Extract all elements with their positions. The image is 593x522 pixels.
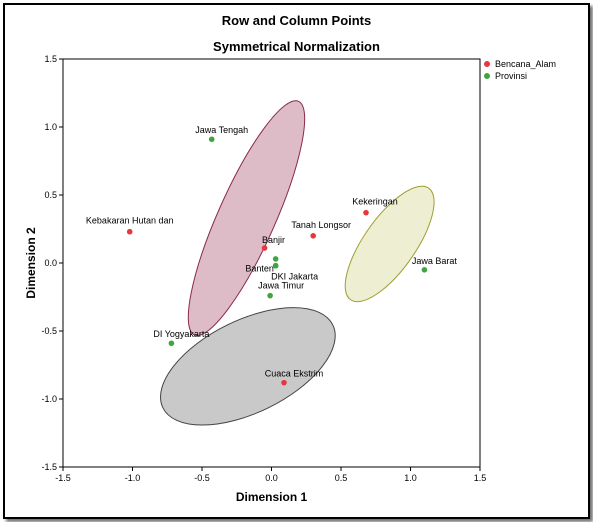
x-tick-label: -1.5	[55, 473, 71, 483]
point-label: Banjir	[262, 235, 285, 245]
point-provinsi	[272, 262, 279, 269]
chart-title: Row and Column Points	[221, 13, 372, 28]
point-label: Banten	[245, 264, 274, 274]
legend: Bencana_Alam Provinsi	[484, 58, 556, 82]
y-tick-label: 0.5	[44, 190, 57, 200]
y-tick-label: 1.0	[44, 122, 57, 132]
point-label: Jawa Tengah	[195, 125, 248, 135]
legend-item-bencana-alam: Bencana_Alam	[484, 58, 556, 70]
point-label: Tanah Longsor	[291, 220, 351, 230]
point-provinsi	[168, 340, 175, 347]
point-label: Jawa Timur	[258, 281, 304, 291]
point-provinsi	[208, 136, 215, 143]
point-bencana-alam	[363, 209, 369, 216]
x-axis-title: Dimension 1	[235, 490, 308, 504]
y-tick-label: 0.0	[44, 258, 57, 268]
x-tick-label: 1.0	[404, 473, 417, 483]
group-ellipse-3	[160, 307, 336, 426]
point-bencana-alam	[126, 228, 133, 235]
chart-subtitle: Symmetrical Normalization	[213, 39, 380, 54]
legend-label: Bencana_Alam	[495, 59, 557, 69]
point-provinsi	[272, 256, 279, 262]
y-tick-label: -1.5	[41, 462, 57, 472]
x-tick-label: 0.0	[265, 473, 278, 483]
point-bencana-alam	[310, 233, 317, 239]
point-label: DKI Jakarta	[271, 272, 318, 282]
point-provinsi	[421, 267, 428, 273]
y-tick-label: 1.5	[44, 54, 57, 64]
x-tick-label: -1.0	[125, 473, 141, 483]
y-axis-title: Dimension 2	[24, 227, 38, 299]
point-label: Kekeringan	[352, 197, 398, 207]
point-label: DI Yogyakarta	[153, 329, 209, 339]
legend-item-provinsi: Provinsi	[484, 70, 556, 82]
legend-marker	[484, 73, 490, 79]
point-provinsi	[267, 292, 273, 299]
y-tick-label: -0.5	[41, 326, 57, 336]
legend-marker	[484, 61, 490, 67]
point-label: Cuaca Ekstrim	[265, 369, 324, 379]
group-ellipse-2	[344, 185, 435, 303]
x-tick-label: -0.5	[194, 473, 210, 483]
y-tick-label: -1.0	[41, 394, 57, 404]
x-tick-label: 1.5	[474, 473, 487, 483]
point-label: Kebakaran Hutan dan	[86, 216, 174, 226]
point-bencana-alam	[261, 245, 268, 251]
x-tick-label: 0.5	[335, 473, 348, 483]
point-label: Jawa Barat	[412, 256, 458, 266]
group-ellipse-1	[187, 100, 306, 337]
legend-label: Provinsi	[495, 71, 528, 81]
point-bencana-alam	[281, 379, 287, 386]
chart-frame	[3, 3, 590, 519]
